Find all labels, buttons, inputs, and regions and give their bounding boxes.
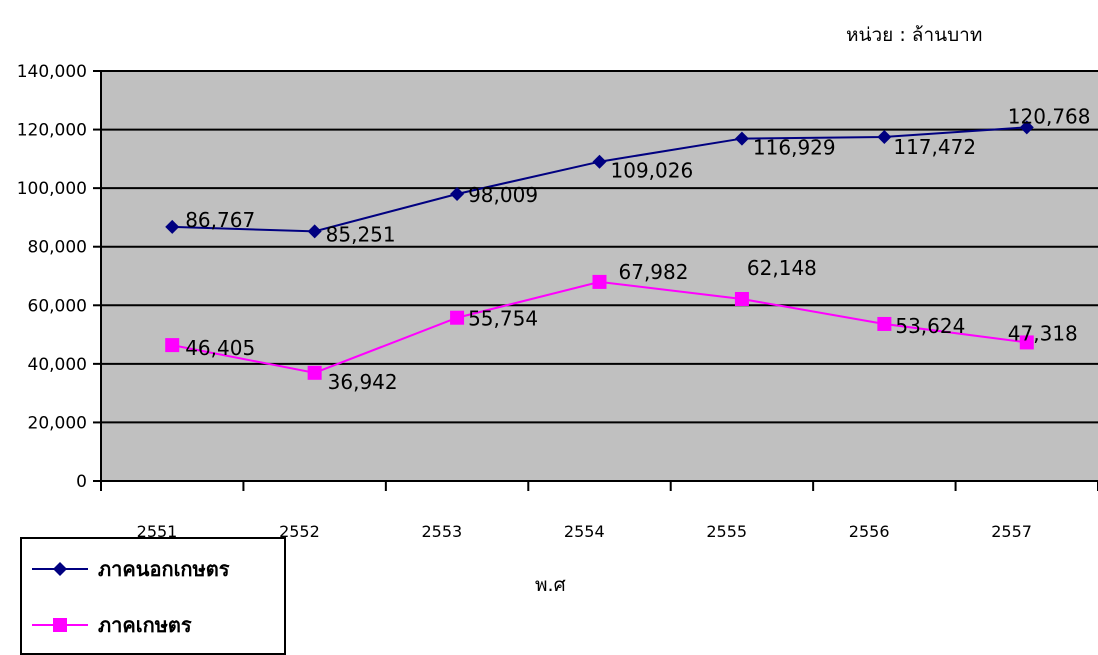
data-label: 47,318 [1008,321,1078,345]
data-point-square [307,365,322,380]
x-tick-label: 2551 [137,522,178,541]
data-label: 62,148 [747,256,817,280]
data-point-diamond [450,186,465,201]
data-label: 98,009 [468,183,538,207]
data-label: 85,251 [326,222,396,246]
x-axis-title: พ.ศ [535,574,566,596]
data-point-square [877,316,892,331]
data-label: 109,026 [611,159,694,183]
data-point-diamond [734,131,749,146]
x-tick-label: 2552 [279,522,320,541]
data-label: 117,472 [893,135,976,159]
data-point-diamond [592,154,607,169]
x-tick-label: 2553 [421,522,462,541]
data-point-square [450,310,465,325]
legend-item-non-agriculture: ภาคนอกเกษตร [30,549,229,589]
data-point-diamond [165,219,180,234]
data-label: 67,982 [619,260,689,284]
data-point-diamond [877,129,892,144]
data-label: 55,754 [468,307,538,331]
data-point-square [592,274,607,289]
data-point-diamond [307,224,322,239]
data-label: 53,624 [895,314,965,338]
data-label: 46,405 [185,336,255,360]
y-tick-label: 120,000 [17,121,87,141]
y-tick-label: 140,000 [17,62,87,82]
x-tick-label: 2554 [564,522,605,541]
data-label: 120,768 [1008,104,1091,128]
y-tick-label: 0 [76,472,87,492]
x-tick-label: 2556 [849,522,890,541]
legend-label: ภาคนอกเกษตร [98,557,230,581]
y-tick-label: 20,000 [28,413,87,433]
data-point-diamond [1019,120,1034,135]
legend-item-agriculture: ภาคเกษตร [30,605,192,645]
data-point-square [734,291,749,306]
y-tick-label: 40,000 [28,355,87,375]
diamond-marker-icon [32,562,88,576]
data-point-square [1019,335,1034,350]
unit-note: หน่วย : ล้านบาท [846,24,983,46]
y-tick-label: 100,000 [17,179,87,199]
x-tick-label: 2555 [706,522,747,541]
legend: ภาคนอกเกษตร ภาคเกษตร [20,537,286,655]
data-label: 116,929 [753,136,836,160]
legend-label: ภาคเกษตร [98,613,192,637]
x-tick-label: 2557 [991,522,1032,541]
y-tick-label: 60,000 [28,296,87,316]
square-marker-icon [32,618,88,632]
data-point-square [165,338,180,353]
data-label: 86,767 [185,208,255,232]
y-tick-label: 80,000 [28,238,87,258]
data-label: 36,942 [328,370,398,394]
